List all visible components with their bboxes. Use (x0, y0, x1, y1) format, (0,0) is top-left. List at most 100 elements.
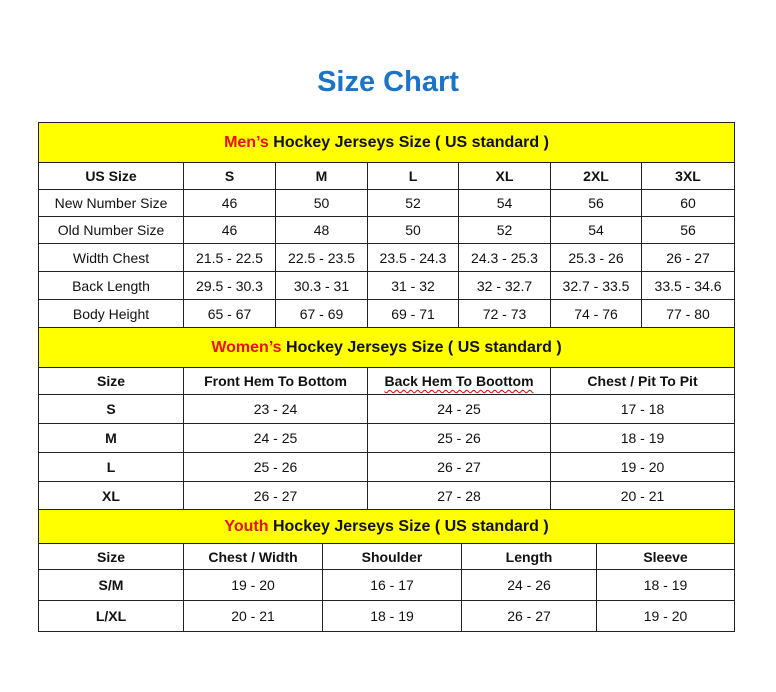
table-cell: 24 - 25 (367, 394, 551, 424)
row-label: L (38, 452, 184, 482)
page-title: Size Chart (317, 66, 459, 98)
table-cell: 52 (367, 189, 459, 217)
column-header-label: S (224, 168, 235, 184)
table-cell: 24.3 - 25.3 (458, 243, 551, 272)
column-header: L (367, 162, 459, 190)
table-cell: 18 - 19 (322, 600, 462, 632)
table-cell: 46 (183, 189, 276, 217)
table-cell: 74 - 76 (550, 299, 642, 328)
column-header: Size (38, 543, 184, 570)
table-cell: 25 - 26 (183, 452, 368, 482)
table-row: New Number Size 46 50 52 54 56 60 (38, 189, 736, 217)
column-header: US Size (38, 162, 184, 190)
table-cell: 30.3 - 31 (275, 271, 368, 300)
women-section-title: Women’s Hockey Jerseys Size ( US standar… (37, 327, 736, 368)
table-cell: 19 - 20 (549, 452, 736, 482)
table-cell: 33.5 - 34.6 (640, 271, 736, 300)
women-title-rest: Hockey Jerseys Size ( US standard ) (281, 338, 562, 356)
table-cell: 20 - 21 (549, 481, 736, 510)
table-cell: 67 - 69 (275, 299, 368, 328)
table-cell: 65 - 67 (183, 299, 276, 328)
table-cell: 77 - 80 (640, 299, 736, 328)
column-header: XL (458, 162, 551, 190)
table-row: XL 26 - 27 27 - 28 20 - 21 (38, 481, 736, 510)
column-header: Chest / Width (183, 543, 323, 570)
table-cell: 21.5 - 22.5 (183, 243, 276, 272)
table-cell: 50 (367, 216, 459, 244)
column-header: Shoulder (322, 543, 462, 570)
table-row: S 23 - 24 24 - 25 17 - 18 (38, 394, 736, 424)
youth-size-table: Youth Hockey Jerseys Size ( US standard … (37, 509, 736, 632)
column-header-label: Front Hem To Bottom (204, 373, 347, 389)
table-cell: 50 (275, 189, 368, 217)
column-header: Front Hem To Bottom (183, 367, 368, 395)
column-header: Sleeve (595, 543, 736, 570)
table-cell: 46 (183, 216, 276, 244)
column-header-label: Chest / Pit To Pit (587, 373, 698, 389)
table-row: L 25 - 26 26 - 27 19 - 20 (38, 452, 736, 482)
column-header-label: Shoulder (361, 548, 423, 565)
row-label: M (38, 423, 184, 453)
table-cell: 22.5 - 23.5 (275, 243, 368, 272)
youth-title-rest: Hockey Jerseys Size ( US standard ) (268, 517, 549, 535)
women-size-table: Women’s Hockey Jerseys Size ( US standar… (37, 327, 736, 510)
table-row: M 24 - 25 25 - 26 18 - 19 (38, 423, 736, 453)
column-header: Chest / Pit To Pit (549, 367, 736, 395)
table-row: S/M 19 - 20 16 - 17 24 - 26 18 - 19 (38, 569, 736, 601)
row-label: L/XL (38, 600, 184, 632)
table-cell: 27 - 28 (367, 481, 551, 510)
column-header-label: Size (96, 548, 125, 565)
table-cell: 25.3 - 26 (550, 243, 642, 272)
column-header-label: M (315, 168, 328, 184)
row-label: New Number Size (38, 189, 184, 217)
table-cell: 19 - 20 (183, 569, 323, 601)
row-label: Back Length (38, 271, 184, 300)
table-cell: 24 - 26 (461, 569, 597, 601)
header-row: Size Front Hem To Bottom Back Hem To Boott… (38, 367, 736, 395)
column-header-label: Length (505, 548, 553, 565)
table-cell: 52 (458, 216, 551, 244)
table-cell: 54 (550, 216, 642, 244)
table-cell: 26 - 27 (183, 481, 368, 510)
table-cell: 56 (640, 216, 736, 244)
table-cell: 48 (275, 216, 368, 244)
column-header: Length (461, 543, 597, 570)
column-header: S (183, 162, 276, 190)
men-section-title: Men’s Hockey Jerseys Size ( US standard … (37, 122, 736, 163)
youth-title-prefix: Youth (224, 517, 269, 535)
table-row: L/XL 20 - 21 18 - 19 26 - 27 19 - 20 (38, 600, 736, 632)
table-cell: 25 - 26 (367, 423, 551, 453)
row-label: S (38, 394, 184, 424)
column-header-label: Chest / Width (208, 548, 298, 565)
table-cell: 19 - 20 (595, 600, 736, 632)
column-header-label: Sleeve (643, 548, 688, 565)
table-cell: 56 (550, 189, 642, 217)
row-label: Old Number Size (38, 216, 184, 244)
youth-section-title: Youth Hockey Jerseys Size ( US standard … (37, 509, 736, 544)
table-cell: 16 - 17 (322, 569, 462, 601)
column-header: 2XL (550, 162, 642, 190)
row-label: XL (38, 481, 184, 510)
row-label: Width Chest (38, 243, 184, 272)
table-cell: 32.7 - 33.5 (550, 271, 642, 300)
table-cell: 23.5 - 24.3 (367, 243, 459, 272)
men-title-prefix: Men’s (224, 133, 269, 151)
column-header-label: Size (96, 373, 125, 389)
column-header: M (275, 162, 368, 190)
column-header-label: L (408, 168, 418, 184)
table-row: Old Number Size 46 48 50 52 54 56 (38, 216, 736, 244)
men-title-rest: Hockey Jerseys Size ( US standard ) (268, 133, 549, 151)
table-row: Body Height 65 - 67 67 - 69 69 - 71 72 - 73 7… (38, 299, 736, 328)
table-row: Back Length 29.5 - 30.3 30.3 - 31 31 - 32 32… (38, 271, 736, 300)
table-cell: 54 (458, 189, 551, 217)
table-cell: 32 - 32.7 (458, 271, 551, 300)
table-cell: 26 - 27 (367, 452, 551, 482)
table-cell: 20 - 21 (183, 600, 323, 632)
table-cell: 24 - 25 (183, 423, 368, 453)
table-cell: 72 - 73 (458, 299, 551, 328)
column-header: Back Hem To Boottom (367, 367, 551, 395)
row-label: Body Height (38, 299, 184, 328)
table-cell: 69 - 71 (367, 299, 459, 328)
table-cell: 60 (640, 189, 736, 217)
header-row: US Size S M L XL 2XL 3XL (38, 162, 736, 190)
